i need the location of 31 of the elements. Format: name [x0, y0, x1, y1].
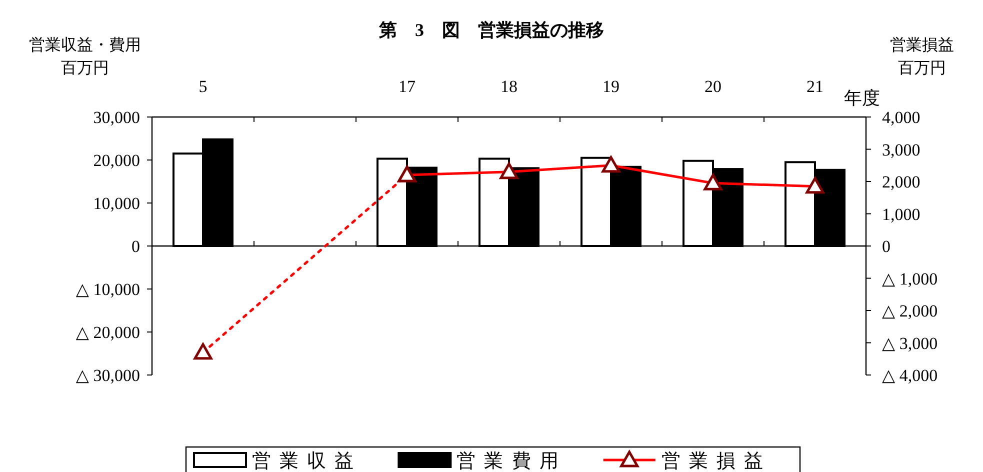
- x-tick-label: 17: [398, 77, 416, 96]
- y2-tick-label: △ 3,000: [882, 334, 938, 353]
- x-axis-title: 年度: [844, 88, 880, 108]
- y-tick-label: △ 30,000: [76, 366, 140, 385]
- y2-tick-label: △ 1,000: [882, 269, 938, 288]
- y2-tick-label: △ 4,000: [882, 366, 938, 385]
- y-tick-label: 20,000: [93, 151, 140, 170]
- x-tick-label: 21: [806, 77, 824, 96]
- y-tick-label: △ 10,000: [76, 280, 140, 299]
- y-axis-title: 営業収益・費用: [29, 36, 141, 54]
- x-tick-label: 5: [198, 77, 208, 96]
- legend-label: 営業収益: [252, 451, 362, 472]
- x-tick-label: 18: [500, 77, 518, 96]
- y2-tick-label: △ 2,000: [882, 302, 938, 320]
- y2-tick-label: 3,000: [882, 140, 920, 160]
- legend-label: 営業費用: [456, 451, 567, 472]
- y2-axis-title: 営業損益: [890, 36, 954, 54]
- y2-tick-label: 1,000: [882, 204, 920, 224]
- text: 百万円: [898, 60, 946, 77]
- text: 百万円: [61, 60, 109, 77]
- x-tick-label: 19: [602, 77, 620, 96]
- y-tick-label: △ 20,000: [76, 323, 140, 342]
- x-tick-label: 20: [704, 77, 722, 96]
- chart-title: 第 3 図 営業損益の推移: [378, 20, 604, 40]
- legend-label: 営業損益: [661, 451, 772, 472]
- y-tick-label: 0: [132, 237, 140, 256]
- y2-tick-label: 2,000: [882, 172, 920, 192]
- y-tick-label: 30,000: [93, 108, 140, 127]
- y2-tick-label: 4,000: [882, 108, 920, 127]
- y-tick-label: 10,000: [93, 194, 140, 213]
- y2-tick-label: 0: [882, 237, 890, 256]
